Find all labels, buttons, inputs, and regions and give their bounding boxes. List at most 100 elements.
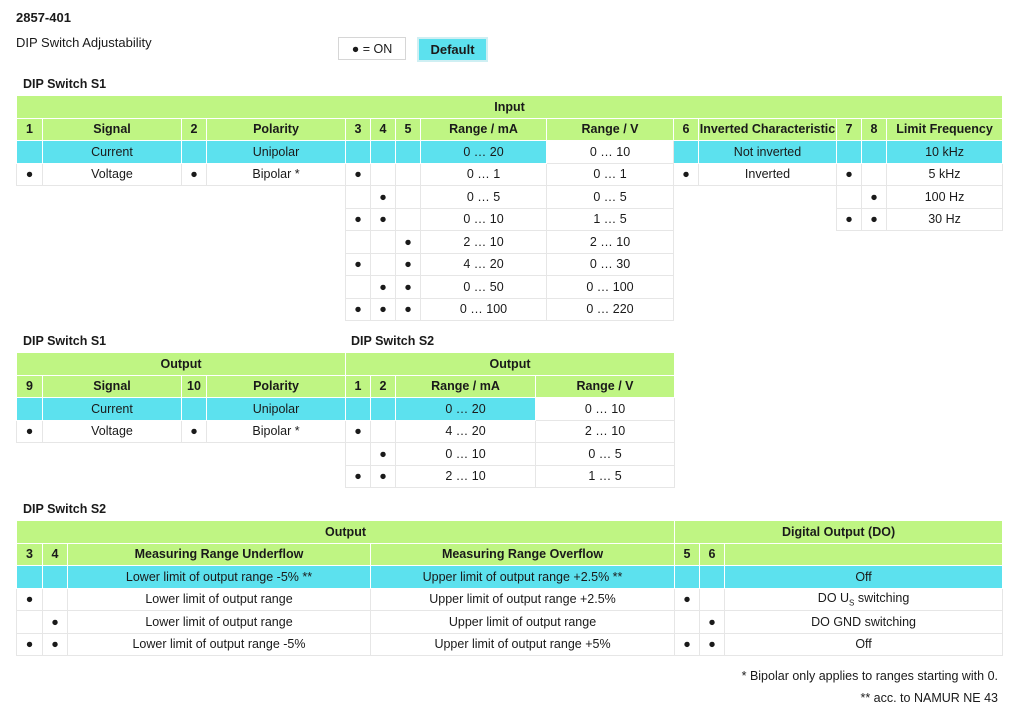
table-cell (699, 208, 837, 231)
table-cell (207, 208, 346, 231)
table-cell (699, 276, 837, 299)
table-cell (699, 253, 837, 276)
table-cell (43, 186, 182, 209)
switch-on-dot (16, 140, 43, 164)
table-cell: Bipolar * (206, 162, 346, 186)
header-cell: 2 (370, 374, 396, 398)
switch-on-dot (836, 140, 862, 164)
switch-on-dot (182, 208, 207, 231)
table-row: Current Unipolar (16, 397, 347, 421)
switch-on-dot (395, 140, 421, 164)
table-row: ● 0 … 10 0 … 5 (345, 442, 676, 466)
header-cell: 3 (345, 117, 371, 141)
switch-on-dot: ● (699, 632, 726, 656)
switch-on-dot (182, 298, 207, 321)
header-cell: Range / V (546, 117, 674, 141)
table-row: ● Lower limit of output range Upper limit … (16, 587, 1004, 611)
switch-on-dot (17, 298, 43, 321)
switch-on-dot (345, 230, 371, 254)
switch-on-dot (370, 140, 396, 164)
header-cell: 1 (345, 374, 371, 398)
table-cell: DO GND switching (724, 610, 1004, 634)
switch-on-dot (862, 276, 887, 299)
table-cell (43, 298, 182, 321)
table-cell: 0 … 5 (534, 442, 676, 466)
table-row: Lower limit of output range -5% ** Upper … (16, 565, 1004, 589)
table-cell: 0 … 10 (546, 140, 674, 164)
switch-on-dot: ● (861, 185, 887, 209)
switch-on-dot: ● (16, 632, 43, 656)
table-cell: Lower limit of output range -5% (67, 632, 371, 656)
table-row: ● ● 0 … 10 1 … 5 ● ● 30 Hz (17, 207, 1004, 231)
switch-on-dot (182, 231, 207, 254)
header-cell: Measuring Range Overflow (369, 542, 676, 566)
table-row: Current Unipolar 0 … 20 0 … 10 Not inverted 1… (16, 140, 1004, 164)
switch-on-dot (17, 186, 43, 209)
switch-on-dot (699, 587, 726, 611)
table-row: ● ● Lower limit of output range -5% Upper l… (16, 632, 1004, 656)
header-cell: 5 (395, 117, 421, 141)
switch-on-dot (345, 442, 371, 466)
switch-on-dot: ● (345, 252, 371, 276)
table-cell: 2 … 10 (546, 230, 674, 254)
switch-on-dot (862, 231, 887, 254)
switch-on-dot: ● (42, 610, 68, 634)
header-cell: Range / mA (395, 374, 536, 398)
switch-on-dot (17, 253, 43, 276)
switch-on-dot (861, 162, 887, 186)
table-cell: Current (42, 140, 182, 164)
s1-output-table: Output 9 Signal 10 Polarity Current Unipolar… (15, 352, 347, 443)
table-cell (43, 231, 182, 254)
switch-on-dot: ● (674, 632, 701, 656)
switch-on-dot (17, 276, 43, 299)
table-cell (43, 208, 182, 231)
table-row: 0 … 20 0 … 10 (345, 397, 676, 421)
table-row: ● Lower limit of output range Upper limit … (16, 610, 1004, 634)
header-cell: Inverted Characteristic (698, 117, 837, 141)
switch-on-dot: ● (861, 207, 887, 231)
switch-on-dot (17, 208, 43, 231)
table-cell (699, 186, 837, 209)
switch-on-dot: ● (395, 297, 421, 321)
s1-input-group-header: Input (15, 95, 1004, 119)
switch-on-dot (395, 185, 421, 209)
switch-on-dot: ● (42, 632, 68, 656)
table-row: ● ● 2 … 10 1 … 5 (345, 464, 676, 488)
table-cell: 0 … 1 (546, 162, 674, 186)
s2-range-group-header-output: Output (15, 520, 676, 544)
switch-on-dot (674, 276, 699, 299)
switch-on-dot (861, 140, 887, 164)
header-cell: 4 (42, 542, 68, 566)
table-cell (207, 231, 346, 254)
table-cell: 0 … 220 (546, 297, 674, 321)
footnote-bipolar: * Bipolar only applies to ranges startin… (741, 669, 998, 683)
switch-on-dot (674, 565, 701, 589)
switch-on-dot (674, 253, 699, 276)
table-row: ● ● 0 … 50 0 … 100 (17, 275, 1003, 299)
table-cell: 0 … 10 (395, 442, 536, 466)
switch-on-dot (370, 230, 396, 254)
table-cell: Lower limit of output range (67, 610, 371, 634)
table-cell: Lower limit of output range -5% ** (67, 565, 371, 589)
switch-on-dot: ● (370, 442, 396, 466)
header-cell: 2 (181, 117, 207, 141)
switch-on-dot: ● (181, 419, 207, 443)
table-cell (887, 253, 1003, 276)
header-cell: 9 (16, 374, 43, 398)
table-row: ● Voltage ● Bipolar * (16, 419, 347, 443)
switch-on-dot (674, 186, 699, 209)
table-cell (207, 186, 346, 209)
table-row: ● 2 … 10 2 … 10 (17, 230, 1003, 254)
table-cell: 4 … 20 (420, 252, 547, 276)
switch-on-dot: ● (345, 297, 371, 321)
table-cell: 0 … 20 (420, 140, 547, 164)
switch-on-dot: ● (345, 207, 371, 231)
switch-on-dot (16, 565, 43, 589)
table-cell: Voltage (42, 419, 182, 443)
section-title-s1-output: DIP Switch S1 (23, 334, 107, 348)
switch-on-dot (17, 231, 43, 254)
header-cell: 10 (181, 374, 207, 398)
switch-on-dot (370, 162, 396, 186)
table-cell: Inverted (698, 162, 837, 186)
s1-input-table: Input 1 Signal 2 Polarity 3 4 5 Range / mA Range… (15, 95, 1004, 321)
